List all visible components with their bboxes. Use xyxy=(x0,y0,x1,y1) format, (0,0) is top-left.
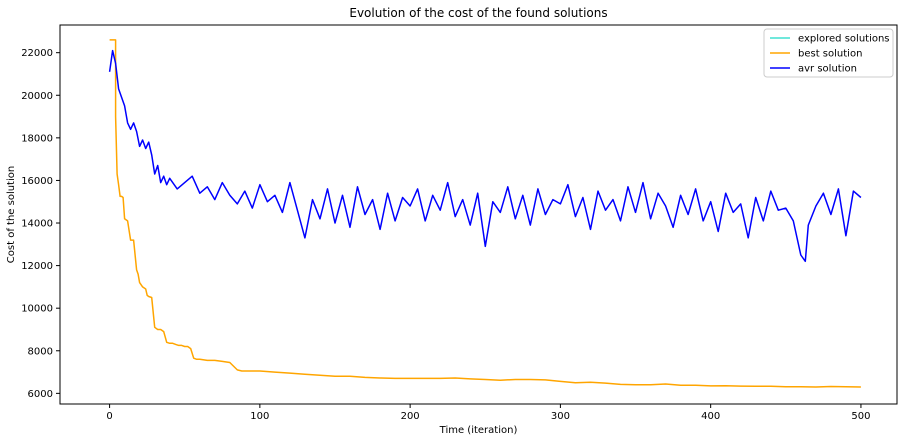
legend-label: avr solution xyxy=(798,64,857,75)
y-tick-label: 22000 xyxy=(21,48,53,59)
x-tick-label: 0 xyxy=(106,411,112,422)
axes: 0 100 200 300 400 500 6000 8000 10000 12000 14000 1… xyxy=(21,24,898,422)
x-tick-label: 200 xyxy=(401,411,420,422)
x-tick-label: 300 xyxy=(551,411,570,422)
y-tick-label: 20000 xyxy=(21,91,53,102)
x-tick-label: 500 xyxy=(851,411,870,422)
x-axis-label: Time (iteration) xyxy=(439,425,518,436)
y-tick-label: 12000 xyxy=(21,261,53,272)
series-line-1 xyxy=(109,39,861,388)
legend-label: best solution xyxy=(798,49,862,60)
y-axis-label: Cost of the solution xyxy=(6,166,17,263)
plot-area xyxy=(108,39,862,388)
legend: explored solutions best solution avr solut… xyxy=(763,28,894,78)
y-tick-label: 18000 xyxy=(21,133,53,144)
x-tick-label: 100 xyxy=(250,411,269,422)
y-tick-label: 10000 xyxy=(21,304,53,315)
y-tick-label: 16000 xyxy=(21,176,53,187)
y-tick-label: 14000 xyxy=(21,219,53,230)
legend-box xyxy=(763,28,894,78)
y-tick-label: 6000 xyxy=(28,389,53,400)
chart-title: Evolution of the cost of the found solut… xyxy=(349,6,607,20)
series-line-2 xyxy=(108,49,862,263)
plot-frame xyxy=(59,24,898,405)
x-tick-label: 400 xyxy=(701,411,720,422)
legend-label: explored solutions xyxy=(798,34,890,45)
y-tick-label: 8000 xyxy=(28,346,53,357)
